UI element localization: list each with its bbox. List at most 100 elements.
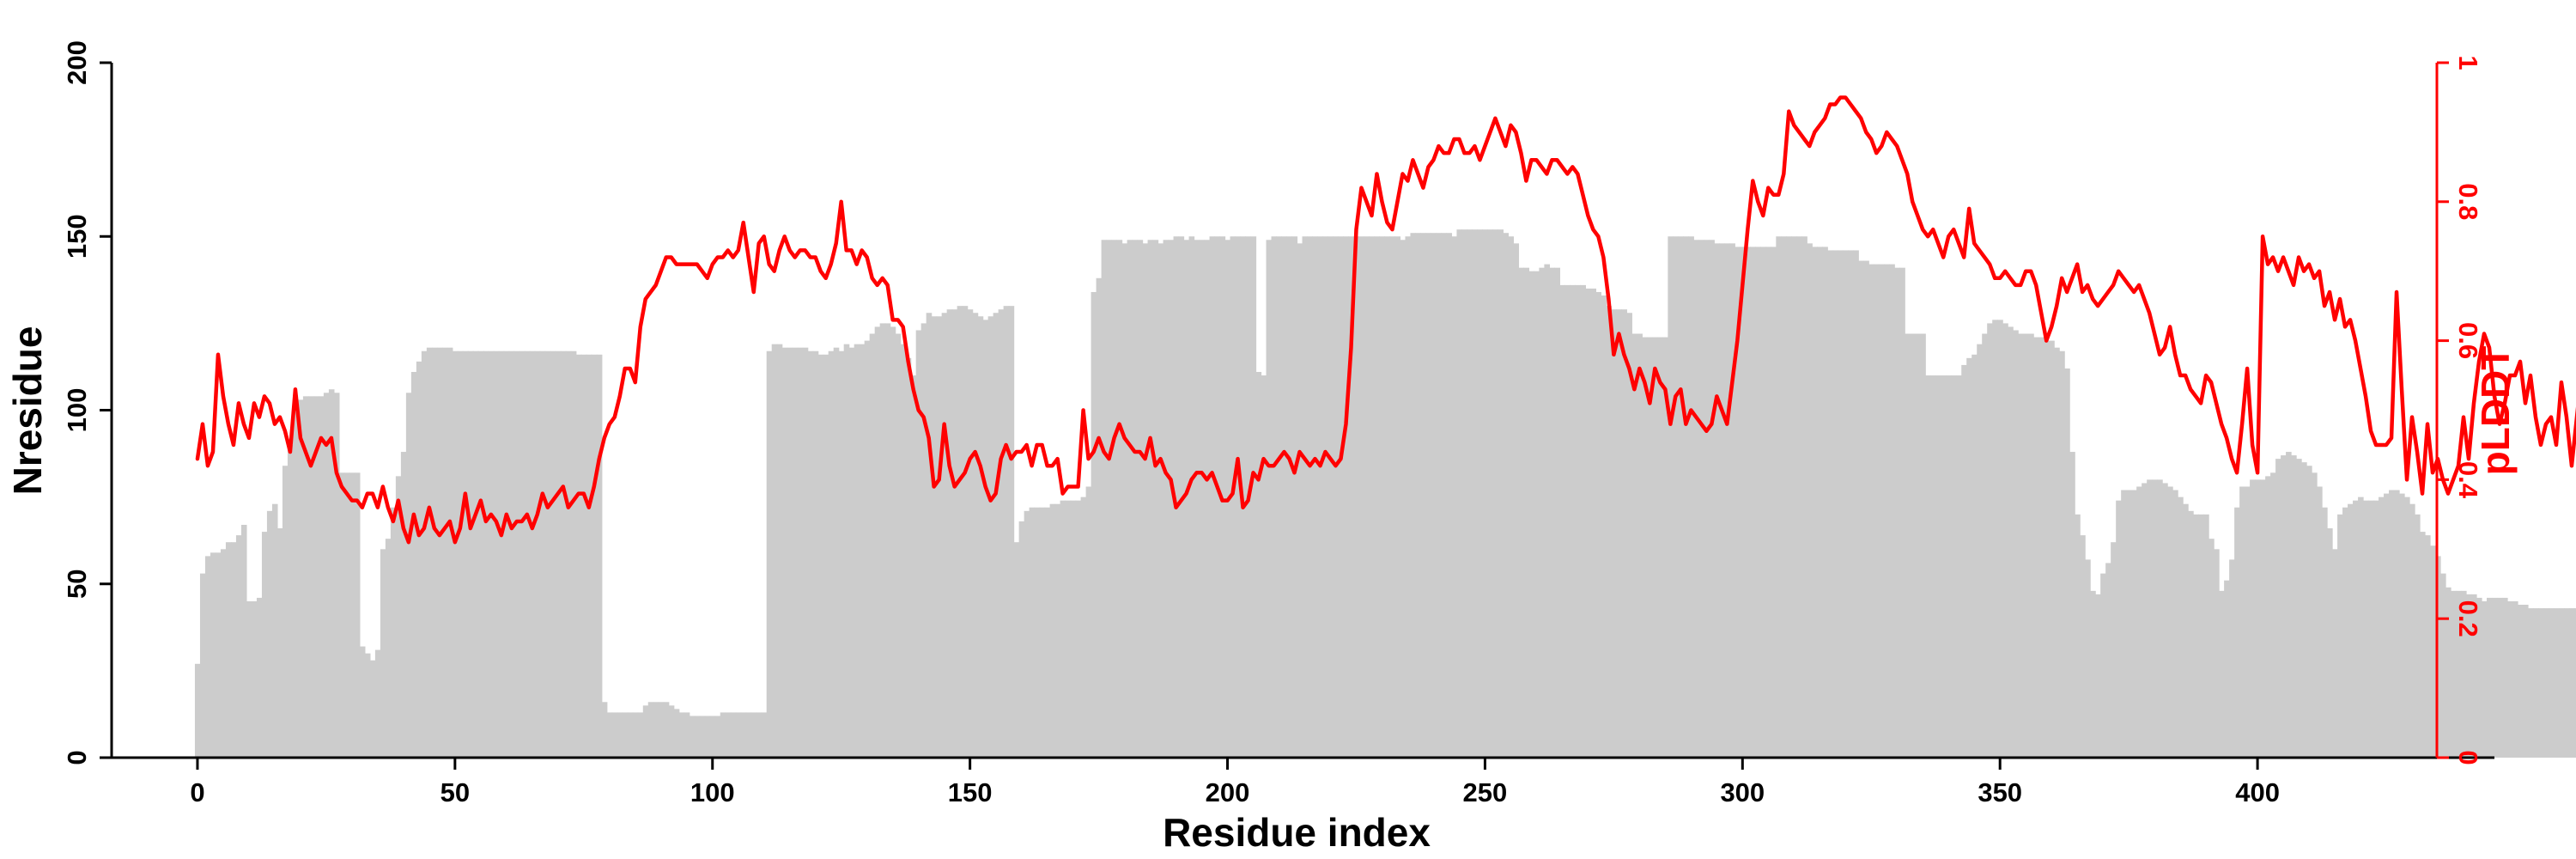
residue-bar: [2306, 466, 2312, 758]
residue-bar: [1415, 233, 1422, 758]
residue-bar: [663, 702, 670, 758]
residue-bar: [2239, 486, 2245, 758]
residue-bar: [1997, 320, 2003, 758]
residue-bar: [2420, 532, 2426, 758]
residue-bar: [2322, 507, 2328, 758]
residue-bar: [343, 472, 350, 758]
residue-bar: [2301, 462, 2307, 758]
residue-bar: [807, 350, 814, 758]
residue-bar: [2384, 493, 2390, 758]
residue-bar: [787, 347, 793, 758]
residue-bar: [776, 344, 783, 758]
residue-bar: [2059, 350, 2065, 758]
residue-bar: [2214, 549, 2220, 758]
residue-bar: [1822, 247, 1828, 758]
residue-bar: [611, 712, 618, 758]
residue-bar: [998, 309, 1005, 758]
residue-bar: [1791, 236, 1797, 758]
residue-bar: [2111, 542, 2117, 758]
residue-bar: [622, 712, 629, 758]
residue-bar: [1116, 240, 1123, 758]
residue-bar: [2327, 528, 2333, 758]
residue-bar: [817, 354, 824, 758]
residue-bar: [472, 350, 479, 758]
residue-bar: [1626, 313, 1632, 758]
residue-bar: [1431, 233, 1437, 758]
y2-tick-label: 0.6: [2453, 322, 2483, 359]
residue-bar: [447, 347, 453, 758]
residue-bar: [653, 702, 659, 758]
residue-bar: [977, 316, 984, 758]
residue-bar: [328, 389, 335, 758]
residue-bar: [982, 320, 989, 758]
residue-bar: [1868, 264, 1874, 758]
residue-bar: [1266, 240, 1273, 758]
residue-bar: [2317, 486, 2323, 758]
residue-bar: [2563, 608, 2570, 758]
residue-bar: [1353, 236, 1360, 758]
residue-bar: [2265, 476, 2271, 758]
residue-bar: [1173, 236, 1180, 758]
residue-bar: [802, 347, 809, 758]
residue-bar: [890, 326, 896, 758]
residue-bar: [555, 350, 562, 758]
residue-bar: [2553, 608, 2560, 758]
residue-bar: [575, 354, 582, 758]
residue-bar: [1487, 229, 1494, 758]
residue-bar: [1420, 233, 1427, 758]
residue-bar: [1910, 333, 1916, 758]
residue-bar: [431, 347, 438, 758]
residue-bar: [2157, 479, 2163, 758]
residue-bar: [946, 309, 953, 758]
residue-bar: [709, 716, 716, 758]
residue-bar: [1467, 229, 1473, 758]
x-tick-label: 400: [2235, 777, 2280, 807]
residue-bar: [2167, 486, 2173, 758]
residue-bar: [2152, 479, 2158, 758]
residue-bar: [1786, 236, 1792, 758]
residue-bar: [2069, 452, 2075, 758]
residue-bar: [740, 712, 747, 758]
residue-bar: [1698, 240, 1704, 758]
residue-bar: [1935, 375, 1941, 758]
residue-bar: [251, 600, 258, 758]
residue-bar: [2255, 479, 2261, 758]
residue-bar: [333, 393, 340, 758]
residue-bar: [1570, 284, 1576, 758]
residue-bar: [1235, 236, 1242, 758]
residue-bar: [1925, 375, 1931, 758]
residue-bar: [586, 354, 592, 758]
residue-bar: [1369, 236, 1376, 758]
residue-bar: [1631, 333, 1637, 758]
residue-bar: [2054, 347, 2060, 758]
residue-bar: [2198, 514, 2204, 758]
residue-bar: [2497, 597, 2503, 758]
residue-bar: [1230, 236, 1236, 758]
residue-bar: [704, 716, 711, 758]
y-axis-title: Nresidue: [5, 326, 50, 496]
residue-bar: [1302, 236, 1309, 758]
y-tick-label: 100: [62, 388, 92, 433]
residue-bar: [1307, 236, 1314, 758]
residue-bar: [539, 350, 546, 758]
residue-bar: [2049, 340, 2055, 758]
residue-bar: [302, 396, 309, 758]
y2-tick-label: 0.4: [2453, 461, 2483, 499]
residue-bar: [1590, 288, 1596, 758]
residue-bar: [730, 712, 737, 758]
x-tick-label: 300: [1720, 777, 1765, 807]
residue-bar: [385, 539, 392, 758]
residue-bar: [1018, 521, 1025, 758]
residue-bar: [457, 350, 464, 758]
residue-bar: [1013, 542, 1020, 758]
residue-bar: [1595, 291, 1601, 758]
residue-bar: [580, 354, 587, 758]
residue-bar: [2522, 605, 2529, 758]
residue-bar: [750, 712, 757, 758]
residue-bar: [1477, 229, 1484, 758]
residue-bar: [1513, 243, 1520, 758]
residue-bar: [513, 350, 520, 758]
residue-bar: [854, 344, 860, 758]
residue-bar: [2461, 590, 2467, 758]
